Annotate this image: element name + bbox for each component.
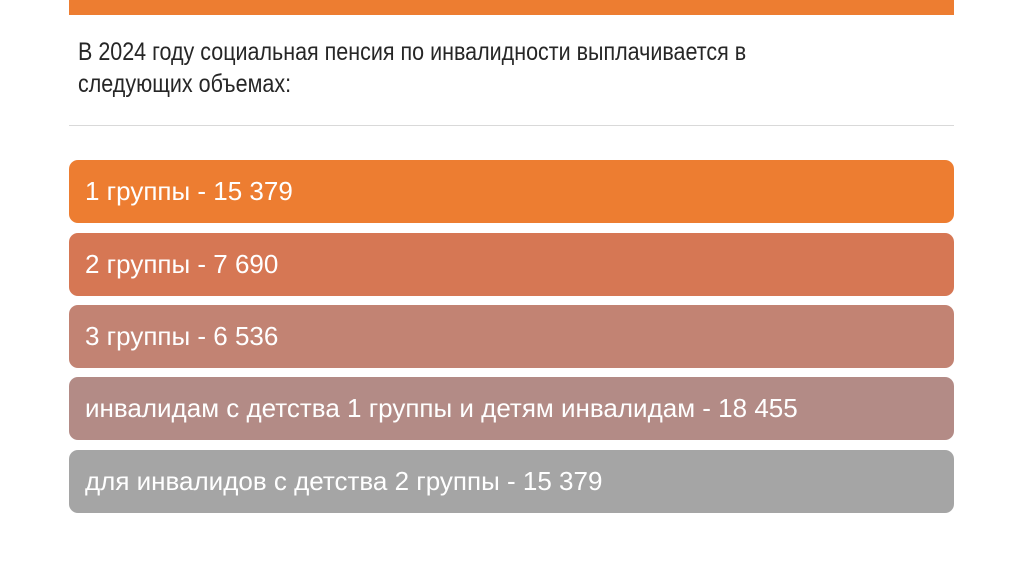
pension-item-group-3: 3 группы - 6 536 — [69, 305, 954, 368]
title-divider — [69, 125, 954, 126]
pension-item-label: 2 группы - 7 690 — [85, 249, 279, 279]
slide-title: В 2024 году социальная пенсия по инвалид… — [78, 36, 818, 100]
pension-item-label: 1 группы - 15 379 — [85, 176, 293, 206]
top-accent-bar — [69, 0, 954, 15]
pension-item-childhood-group-2: для инвалидов с детства 2 группы - 15 37… — [69, 450, 954, 513]
pension-item-label: 3 группы - 6 536 — [85, 321, 279, 351]
pension-item-label: инвалидам с детства 1 группы и детям инв… — [85, 393, 798, 423]
pension-item-label: для инвалидов с детства 2 группы - 15 37… — [85, 466, 603, 496]
slide-title-line-2: следующих объемах: — [78, 70, 292, 98]
pension-item-group-2: 2 группы - 7 690 — [69, 233, 954, 296]
pension-item-group-1: 1 группы - 15 379 — [69, 160, 954, 223]
pension-item-childhood-group-1: инвалидам с детства 1 группы и детям инв… — [69, 377, 954, 440]
slide-title-line-1: В 2024 году социальная пенсия по инвалид… — [78, 38, 747, 66]
